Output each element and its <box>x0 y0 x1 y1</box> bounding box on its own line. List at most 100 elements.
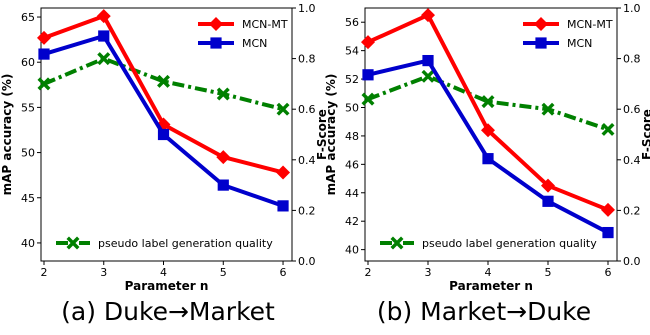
data-point <box>421 8 435 23</box>
y-right-tick-label: 0.2 <box>623 204 641 217</box>
y-right-tick-label: 0.8 <box>623 53 641 66</box>
y-right-tick-label: 0.0 <box>298 255 316 268</box>
x-tick-label: 3 <box>425 266 432 279</box>
legend-entry: MCN-MT <box>198 17 288 31</box>
y-tick-label: 55 <box>21 101 35 114</box>
data-point <box>97 52 111 66</box>
x-tick-label: 6 <box>605 266 612 279</box>
legend-entry: MCN <box>198 37 267 50</box>
series-pseudo-label-generation-quality <box>37 52 290 116</box>
y-tick-label: 46 <box>345 158 359 171</box>
data-point <box>421 69 435 83</box>
x-tick-label: 5 <box>545 266 552 279</box>
legend-label: MCN <box>242 37 267 50</box>
legend-label: MCN <box>567 37 592 50</box>
y-tick-label: 60 <box>21 56 35 69</box>
y-tick-label: 42 <box>345 215 359 228</box>
y-right-tick-label: 0.0 <box>623 255 641 268</box>
y-axis-label: mAP accuracy (%) <box>324 74 338 196</box>
data-point <box>541 178 555 193</box>
y-tick-label: 48 <box>345 130 359 143</box>
plot-frame <box>364 7 618 262</box>
data-point <box>36 30 51 45</box>
y-tick-label: 40 <box>21 237 35 250</box>
data-point <box>216 87 230 101</box>
x-tick-label: 4 <box>485 266 492 279</box>
legend-marker <box>209 17 223 31</box>
x-tick-label: 6 <box>280 266 287 279</box>
legend-label: MCN-MT <box>242 18 288 31</box>
data-point <box>216 150 231 165</box>
data-point <box>481 95 495 109</box>
series-mcn <box>38 30 289 212</box>
data-point <box>96 9 111 24</box>
data-point <box>601 122 615 136</box>
series-mcn-mt <box>36 9 291 180</box>
data-point <box>541 102 555 116</box>
legend-label: MCN-MT <box>567 18 613 31</box>
x-axis-label: Parameter n <box>125 279 209 293</box>
legend-entry: MCN-MT <box>523 17 613 31</box>
y-tick-label: 45 <box>21 192 35 205</box>
x-tick-label: 5 <box>220 266 227 279</box>
x-tick-label: 2 <box>365 266 372 279</box>
series-mcn <box>362 54 614 239</box>
series-line <box>367 74 609 132</box>
data-point <box>542 195 554 207</box>
y-right-tick-label: 0.6 <box>623 103 641 116</box>
data-point <box>277 200 289 212</box>
legend-entry: pseudo label generation quality <box>56 236 273 250</box>
data-point <box>362 69 374 81</box>
y-right-axis-label: F-Score <box>315 109 329 160</box>
y-right-tick-label: 0.4 <box>298 154 316 167</box>
y-right-axis-label: F-Score <box>640 109 650 160</box>
series-mcn-mt <box>361 8 615 217</box>
series-line <box>367 58 609 235</box>
data-point <box>38 48 50 60</box>
caption-b: (b) Market→Duke <box>377 297 591 326</box>
y-tick-label: 40 <box>345 244 359 257</box>
legend-label: pseudo label generation quality <box>422 237 597 250</box>
series-line <box>43 56 284 112</box>
data-point <box>481 123 495 138</box>
caption-a: (a) Duke→Market <box>61 297 275 326</box>
legend-marker <box>534 17 548 31</box>
y-tick-label: 44 <box>345 187 359 200</box>
data-point <box>482 153 494 165</box>
data-point <box>602 226 614 239</box>
data-point <box>276 102 290 116</box>
y-tick-label: 52 <box>345 73 359 86</box>
legend-entry: pseudo label generation quality <box>380 236 597 250</box>
data-point <box>37 77 51 91</box>
plot-frame <box>40 7 293 262</box>
legend-marker <box>66 236 80 250</box>
data-point <box>422 54 434 67</box>
y-right-tick-label: 0.2 <box>298 204 316 217</box>
data-point <box>217 179 229 191</box>
legend-marker <box>535 37 547 49</box>
y-tick-label: 56 <box>345 16 359 29</box>
legend-marker <box>210 37 222 49</box>
data-point <box>276 165 291 180</box>
y-right-tick-label: 0.4 <box>623 154 641 167</box>
y-right-tick-label: 0.6 <box>298 103 316 116</box>
legend-label: pseudo label generation quality <box>98 237 273 250</box>
y-tick-label: 54 <box>345 45 359 58</box>
data-point <box>361 35 375 50</box>
legend-marker <box>390 236 404 250</box>
data-point <box>361 92 375 106</box>
y-right-tick-label: 1.0 <box>623 2 641 15</box>
x-tick-label: 3 <box>100 266 107 279</box>
y-right-tick-label: 0.8 <box>298 53 316 66</box>
y-tick-label: 65 <box>21 11 35 24</box>
x-tick-label: 2 <box>40 266 47 279</box>
legend-entry: MCN <box>523 37 592 50</box>
y-axis-label: mAP accuracy (%) <box>0 74 14 196</box>
y-tick-label: 50 <box>21 147 35 160</box>
x-tick-label: 4 <box>160 266 167 279</box>
x-axis-label: Parameter n <box>449 279 533 293</box>
data-point <box>98 30 110 42</box>
y-tick-label: 50 <box>345 101 359 114</box>
